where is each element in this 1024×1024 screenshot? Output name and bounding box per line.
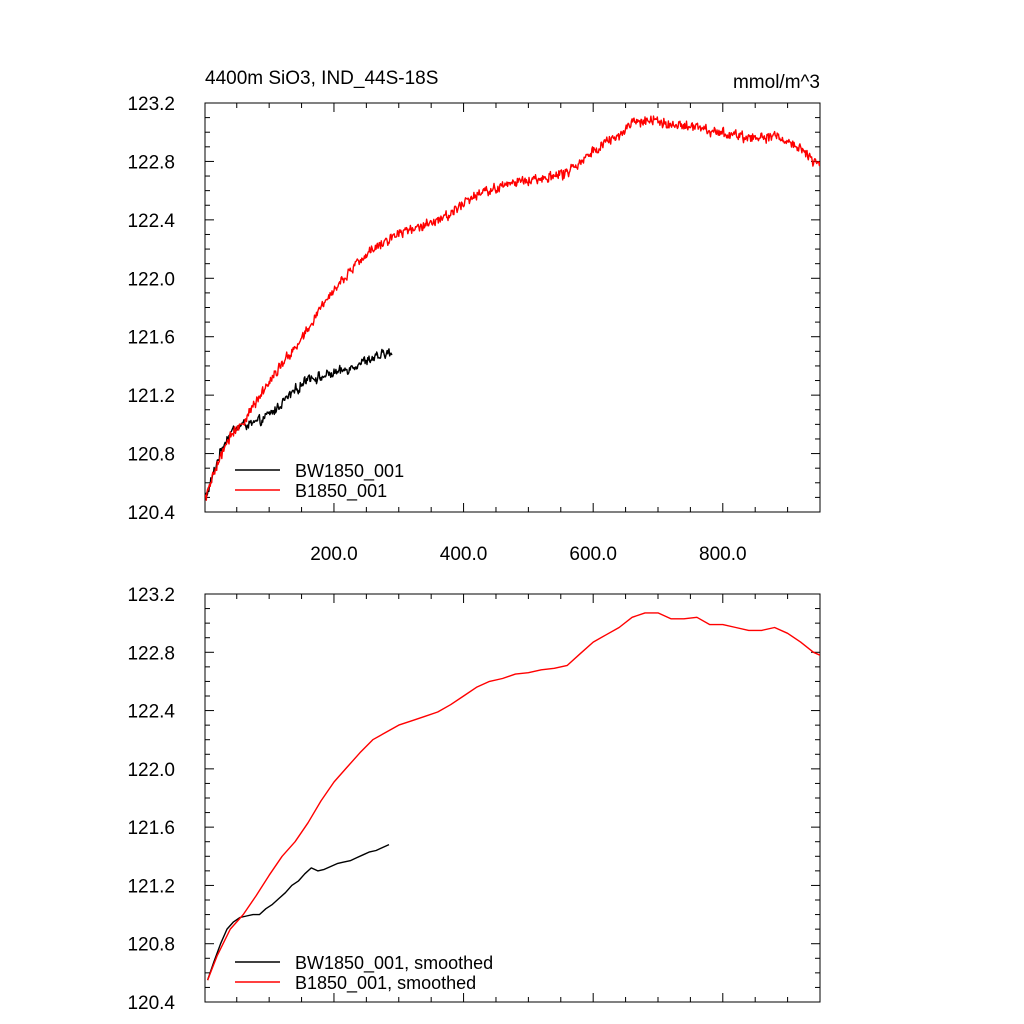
- series-line-b1850-001: [205, 115, 820, 501]
- panel-2: 120.4 120.8 121.2 121.6 122.0 122.4 122.8 123.2…: [127, 585, 821, 1014]
- panel-1: 120.4 120.8 121.2 121.6 122.0 122.4 122.8 123.2…: [127, 94, 821, 565]
- legend-label: B1850_001, smoothed: [295, 973, 476, 994]
- y-tick-label: 123.2: [127, 585, 175, 606]
- y-tick-label: 122.0: [127, 760, 175, 781]
- x-tick-label: 600.0: [569, 544, 617, 565]
- y-tick-label: 122.8: [127, 152, 175, 173]
- y-tick-label: 122.8: [127, 643, 175, 664]
- y-tick-label: 122.0: [127, 269, 175, 290]
- plot-frame: [204, 102, 821, 513]
- y-tick-label: 120.8: [127, 445, 175, 466]
- y-tick-label: 120.8: [127, 935, 175, 956]
- legend-label: BW1850_001, smoothed: [295, 953, 493, 974]
- series-line-b1850-001-smoothed: [206, 612, 820, 981]
- legend-label: BW1850_001: [295, 461, 404, 482]
- y-tick-label: 122.4: [127, 211, 175, 232]
- y-tick-label: 120.4: [127, 993, 175, 1014]
- x-tick-label: 200.0: [310, 544, 358, 565]
- y-tick-label: 123.2: [127, 94, 175, 115]
- legend-label: B1850_001: [295, 481, 387, 502]
- y-tick-label: 120.4: [127, 503, 175, 524]
- plot-frame: [204, 593, 821, 1003]
- series-line-bw1850-001: [205, 348, 393, 499]
- series-line-bw1850-001-smoothed: [206, 843, 390, 981]
- y-tick-label: 121.2: [127, 386, 175, 407]
- panel-1-units: mmol/m^3: [733, 72, 820, 93]
- y-tick-label: 121.6: [127, 328, 175, 349]
- y-tick-label: 121.6: [127, 818, 175, 839]
- x-tick-label: 400.0: [440, 544, 488, 565]
- panel-1-title: 4400m SiO3, IND_44S-18S: [205, 68, 438, 89]
- y-tick-label: 121.2: [127, 876, 175, 897]
- x-tick-label: 800.0: [699, 544, 747, 565]
- y-tick-label: 122.4: [127, 702, 175, 723]
